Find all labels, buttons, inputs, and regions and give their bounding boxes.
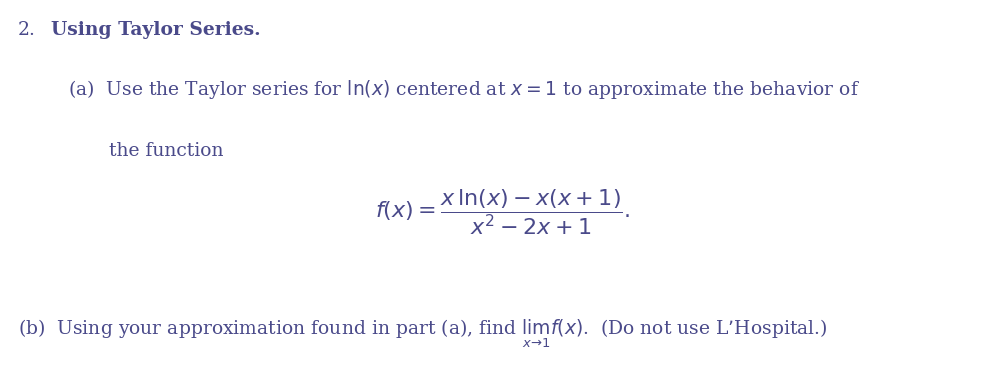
Text: $f(x) = \dfrac{x\,\ln(x) - x(x+1)}{x^2 - 2x + 1}.$: $f(x) = \dfrac{x\,\ln(x) - x(x+1)}{x^2 -…: [375, 187, 631, 237]
Text: 2.: 2.: [18, 21, 36, 39]
Text: (a)  Use the Taylor series for $\ln(x)$ centered at $x = 1$ to approximate the b: (a) Use the Taylor series for $\ln(x)$ c…: [68, 78, 860, 101]
Text: Using Taylor Series.: Using Taylor Series.: [51, 21, 261, 39]
Text: the function: the function: [109, 142, 223, 160]
Text: (b)  Using your approximation found in part (a), find $\lim_{x \to 1} f(x)$.  (D: (b) Using your approximation found in pa…: [18, 318, 828, 350]
